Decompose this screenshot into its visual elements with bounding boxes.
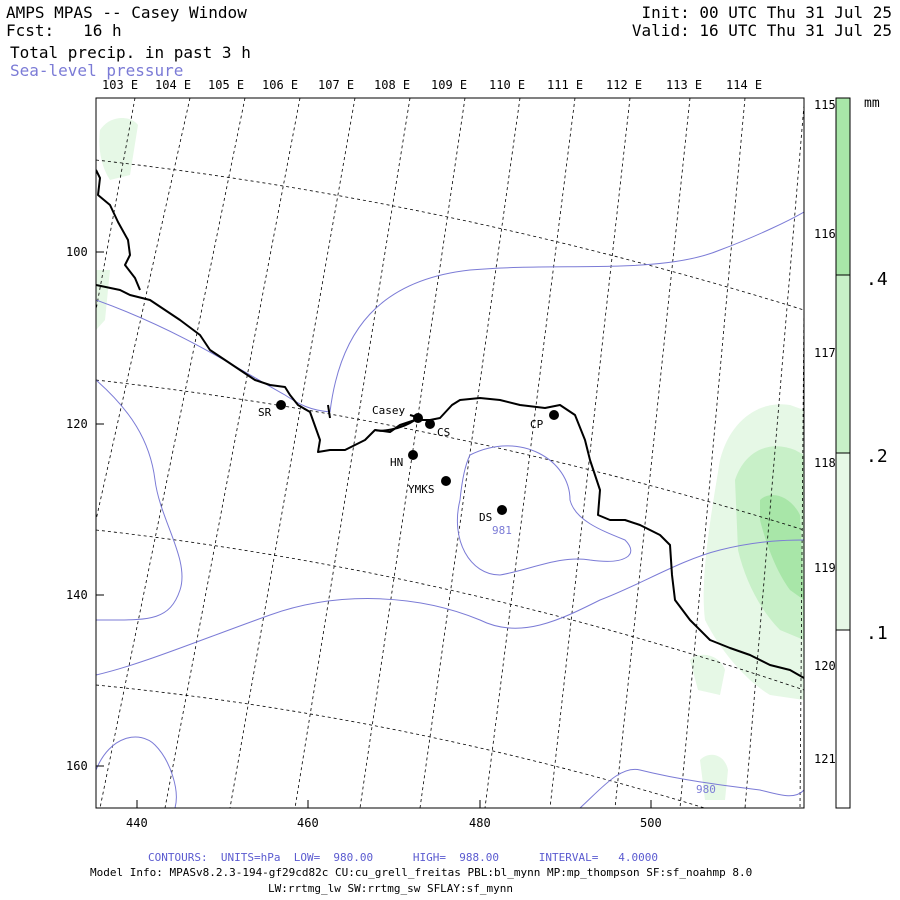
colorbar-unit: mm — [864, 96, 880, 111]
init-time: Init: 00 UTC Thu 31 Jul 25 — [641, 3, 892, 22]
forecast-hour: Fcst: 16 h — [6, 21, 122, 40]
map-title: AMPS MPAS -- Casey Window — [6, 3, 247, 22]
station-label-cp: CP — [530, 418, 544, 431]
y-tick-label: 100 — [66, 245, 88, 259]
stations: SR Casey CS CP HN YMKS DS — [258, 400, 559, 524]
x-tick-label: 500 — [640, 816, 662, 830]
pressure-contours — [96, 211, 804, 808]
station-dot-cs — [425, 419, 435, 429]
lon-label: 112 E — [606, 78, 642, 92]
station-label-ymks: YMKS — [408, 483, 435, 496]
lon-label: 113 E — [666, 78, 702, 92]
x-tick-label: 440 — [126, 816, 148, 830]
lon-label: 108 E — [374, 78, 410, 92]
contour-info: CONTOURS: UNITS=hPa LOW= 980.00 HIGH= 98… — [148, 851, 658, 864]
y-tick-label: 160 — [66, 759, 88, 773]
x-axis: 440 460 480 500 — [126, 800, 662, 830]
model-info: Model Info: MPASv8.2.3-194-gf29cd82c CU:… — [90, 866, 753, 879]
field-label-pressure: Sea-level pressure — [10, 61, 184, 80]
station-label-hn: HN — [390, 456, 403, 469]
station-dot-hn — [408, 450, 418, 460]
contour-label-980: 980 — [696, 783, 716, 796]
lon-label: 114 E — [726, 78, 762, 92]
x-tick-label: 460 — [297, 816, 319, 830]
station-label-casey: Casey — [372, 404, 405, 417]
latitude-lines — [96, 159, 804, 808]
lon-label: 110 E — [489, 78, 525, 92]
y-axis: 100 120 140 160 — [66, 245, 104, 773]
y-tick-label: 120 — [66, 417, 88, 431]
station-label-ds: DS — [479, 511, 492, 524]
coastline — [96, 169, 804, 679]
lon-label: 107 E — [318, 78, 354, 92]
lon-labels-top: 103 E 104 E 105 E 106 E 107 E 108 E 109 … — [102, 78, 762, 92]
station-dot-cp — [549, 410, 559, 420]
x-tick-label: 480 — [469, 816, 491, 830]
map-frame — [95, 97, 805, 809]
model-info-2: LW:rrtmg_lw SW:rrtmg_sw SFLAY:sf_mynn — [268, 882, 514, 895]
station-dot-ymks — [441, 476, 451, 486]
colorbar: mm .4 .2 .1 — [835, 96, 888, 809]
lon-label: 111 E — [547, 78, 583, 92]
station-label-sr: SR — [258, 406, 272, 419]
contour-label-981: 981 — [492, 524, 512, 537]
longitude-lines — [96, 98, 804, 808]
lon-label: 106 E — [262, 78, 298, 92]
field-label-precip: Total precip. in past 3 h — [10, 43, 251, 62]
station-label-cs: CS — [437, 426, 450, 439]
lon-label: 104 E — [155, 78, 191, 92]
colorbar-label: .2 — [866, 446, 888, 467]
precip-shading — [96, 118, 804, 800]
colorbar-label: .1 — [866, 623, 888, 644]
lon-label: 105 E — [208, 78, 244, 92]
lon-label: 103 E — [102, 78, 138, 92]
station-dot-sr — [276, 400, 286, 410]
station-dot-casey — [413, 413, 423, 423]
y-tick-label: 140 — [66, 588, 88, 602]
lon-label: 109 E — [431, 78, 467, 92]
colorbar-label: .4 — [866, 269, 888, 290]
station-dot-ds — [497, 505, 507, 515]
valid-time: Valid: 16 UTC Thu 31 Jul 25 — [631, 21, 892, 40]
